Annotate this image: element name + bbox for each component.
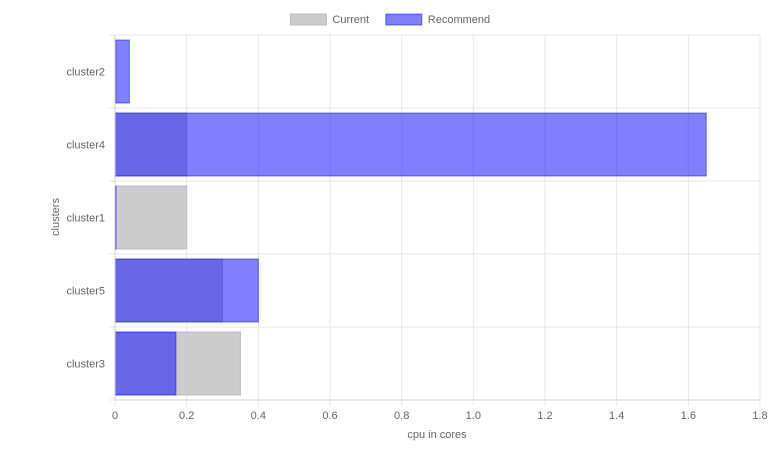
legend-swatch-current: [289, 13, 327, 26]
x-tick-label: 0.2: [179, 410, 194, 422]
y-tick-label: cluster3: [66, 359, 105, 371]
y-tick-label: cluster5: [66, 286, 105, 298]
bar-recommend-cluster3: [114, 331, 177, 396]
legend: Current Recommend: [289, 13, 490, 26]
y-axis-title: clusters: [50, 198, 62, 236]
bar-current-cluster1: [114, 185, 188, 250]
bar-recommend-cluster2: [114, 39, 130, 104]
legend-label-current: Current: [332, 14, 369, 26]
y-tick-label: cluster2: [66, 67, 105, 79]
grid: [109, 34, 761, 406]
x-tick-label: 1.8: [752, 410, 767, 422]
bar-recommend-cluster5: [114, 258, 259, 323]
x-tick-label: 1.6: [681, 410, 696, 422]
legend-label-recommend: Recommend: [428, 14, 490, 26]
x-tick-label: 1.4: [609, 410, 624, 422]
x-tick-label: 1.2: [537, 410, 552, 422]
bar-recommend-cluster4: [114, 112, 707, 177]
bars: [114, 39, 707, 396]
x-tick-label: 0.4: [251, 410, 266, 422]
legend-swatch-recommend: [385, 13, 423, 26]
x-tick-label: 0.8: [394, 410, 409, 422]
x-axis-title: cpu in cores: [407, 429, 467, 441]
x-tick-label: 0: [112, 410, 118, 422]
x-tick-label: 1.0: [466, 410, 481, 422]
y-tick-label: cluster1: [66, 213, 105, 225]
axes: 0 0.2 0.4 0.6 0.8 1.0 1.2 1.4 1.6 1.8 cluster2 clus…: [66, 35, 768, 422]
x-tick-label: 0.6: [322, 410, 337, 422]
y-tick-label: cluster4: [66, 140, 105, 152]
